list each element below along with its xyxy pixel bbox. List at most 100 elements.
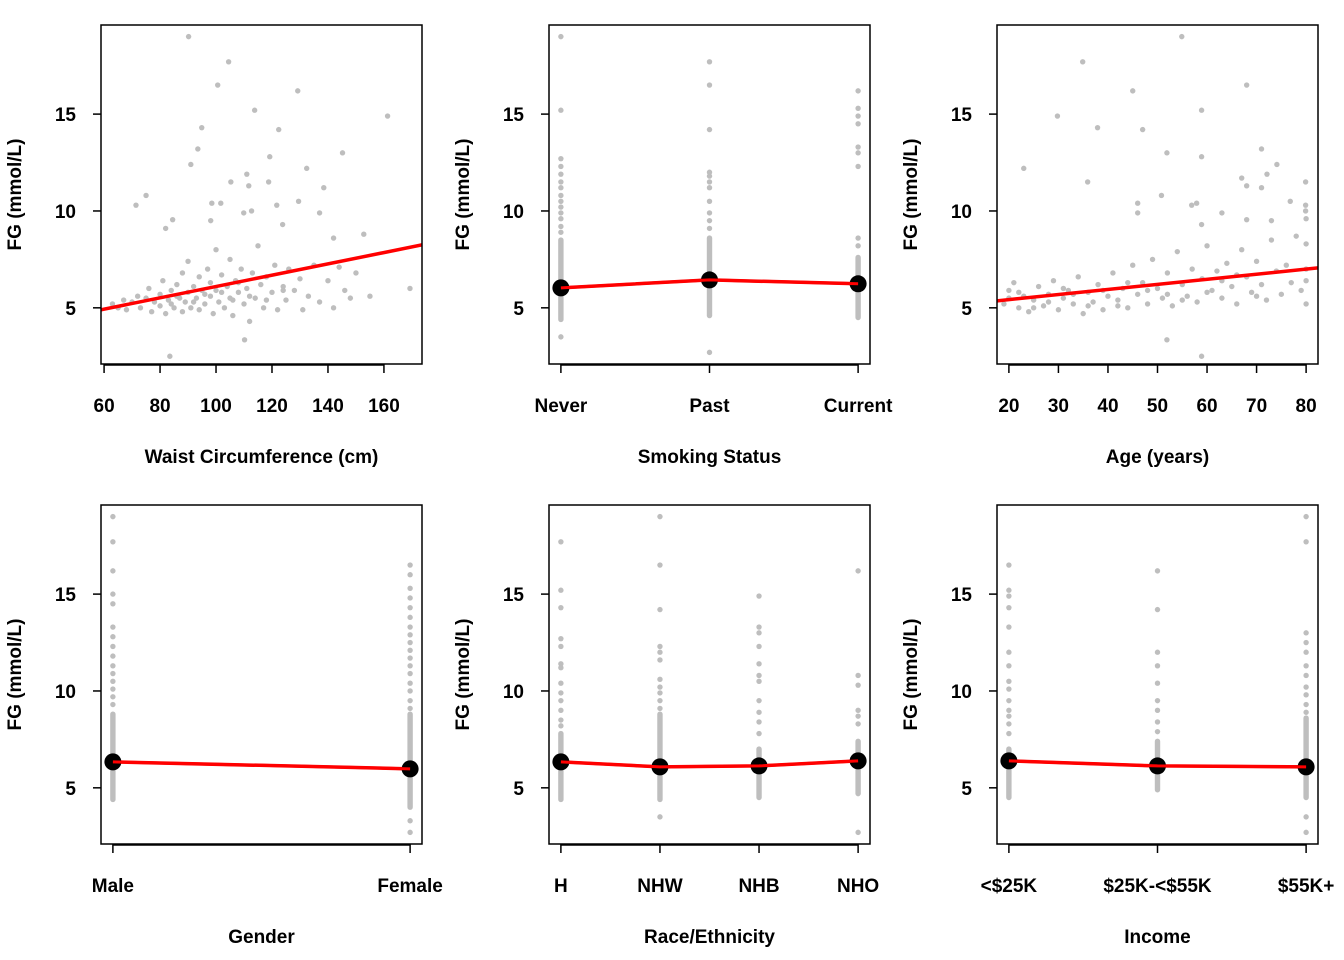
data-point — [1154, 707, 1161, 714]
data-point — [321, 185, 327, 191]
data-point — [407, 697, 413, 704]
data-point — [1204, 243, 1210, 249]
x-axis-title: Age (years) — [1106, 447, 1210, 468]
mean-point — [104, 753, 122, 771]
data-point — [1134, 291, 1141, 297]
data-point — [1079, 59, 1086, 65]
data-point — [407, 562, 413, 568]
data-point — [657, 562, 663, 568]
panel-6: 5 10 15 FG (mmol/L) <$25K $25K-<$55K $55K+ Inco… — [901, 504, 1334, 948]
data-point — [706, 217, 713, 224]
data-point — [558, 171, 564, 177]
data-point — [1188, 202, 1195, 208]
data-point — [706, 173, 713, 179]
data-point — [330, 305, 337, 311]
data-point — [303, 165, 310, 172]
data-point — [169, 216, 176, 223]
data-point — [210, 310, 216, 317]
data-point — [1006, 624, 1012, 630]
data-point — [1303, 672, 1309, 679]
data-point — [162, 310, 169, 317]
data-point — [407, 595, 413, 601]
data-point — [1253, 258, 1260, 265]
data-point — [1154, 285, 1161, 292]
data-point — [339, 150, 346, 156]
data-point — [1016, 289, 1022, 296]
data-point — [407, 663, 413, 669]
y-tick-label: 15 — [951, 585, 973, 606]
panel-1: 5 10 15 FG (mmol/L) 60 80 100 120 140 160 Waist Ci… — [5, 24, 423, 468]
data-point — [213, 287, 219, 294]
data-point — [272, 262, 278, 268]
y-axis-title: FG (mmol/L) — [5, 619, 26, 731]
data-point — [235, 289, 242, 296]
y-tick-label: 10 — [55, 682, 76, 703]
data-point — [407, 614, 413, 621]
data-point — [1006, 697, 1012, 704]
data-point — [188, 161, 194, 168]
data-point — [1303, 513, 1309, 520]
data-point — [1303, 829, 1309, 836]
y-tick-label: 5 — [961, 779, 972, 800]
x-tick-label: 80 — [149, 396, 170, 417]
x-tick-label: Male — [92, 876, 134, 897]
x-tick-label: 20 — [998, 396, 1019, 417]
data-point — [558, 723, 564, 729]
y-tick-label: 5 — [513, 299, 524, 320]
data-point — [246, 183, 252, 189]
data-point — [1055, 307, 1062, 313]
data-point — [160, 278, 166, 284]
y-tick-label: 5 — [65, 779, 76, 800]
data-point — [706, 126, 713, 133]
data-point — [1154, 663, 1161, 669]
data-point — [756, 630, 762, 636]
y-tick-label: 15 — [55, 585, 77, 606]
data-point — [1198, 221, 1205, 228]
data-point — [1060, 295, 1067, 301]
data-point — [558, 680, 564, 686]
data-point — [558, 185, 564, 191]
data-point — [1085, 303, 1091, 309]
data-point — [1278, 291, 1285, 297]
data-point — [407, 585, 413, 591]
data-point — [1080, 310, 1086, 317]
data-point — [1006, 649, 1012, 655]
data-point — [407, 818, 413, 824]
data-point — [1169, 303, 1176, 309]
data-point — [1302, 179, 1309, 185]
data-point — [1159, 295, 1166, 301]
data-point — [1264, 171, 1270, 177]
data-point — [1293, 233, 1299, 239]
data-point — [1139, 279, 1146, 286]
data-point — [1298, 287, 1304, 294]
data-point — [267, 154, 273, 160]
x-tick-label: Female — [377, 876, 442, 897]
data-point — [246, 293, 253, 299]
data-point — [305, 293, 312, 299]
data-point — [283, 297, 289, 303]
data-point — [209, 200, 215, 206]
x-tick-label: 160 — [368, 396, 400, 417]
data-point — [1303, 814, 1309, 820]
dense-points — [1303, 715, 1309, 801]
data-point — [558, 635, 564, 642]
data-point — [1149, 256, 1156, 263]
data-point — [558, 155, 564, 162]
data-point — [657, 649, 663, 655]
panel-3: 5 10 15 FG (mmol/L) 20 30 40 50 60 70 80 Age (years… — [901, 24, 1319, 468]
data-point — [1258, 146, 1265, 152]
data-point — [251, 107, 258, 113]
data-point — [558, 198, 564, 204]
data-point — [218, 289, 225, 296]
fit-line — [997, 266, 1318, 303]
data-point — [706, 82, 713, 88]
data-point — [1303, 663, 1309, 669]
y-axis-title: FG (mmol/L) — [5, 139, 26, 251]
mean-line-overlay — [1008, 759, 1307, 769]
data-point — [165, 297, 172, 303]
plot-area — [997, 33, 1318, 359]
data-point — [1194, 299, 1200, 305]
data-point — [1130, 88, 1136, 94]
data-point — [1070, 301, 1076, 307]
data-point — [110, 624, 116, 630]
